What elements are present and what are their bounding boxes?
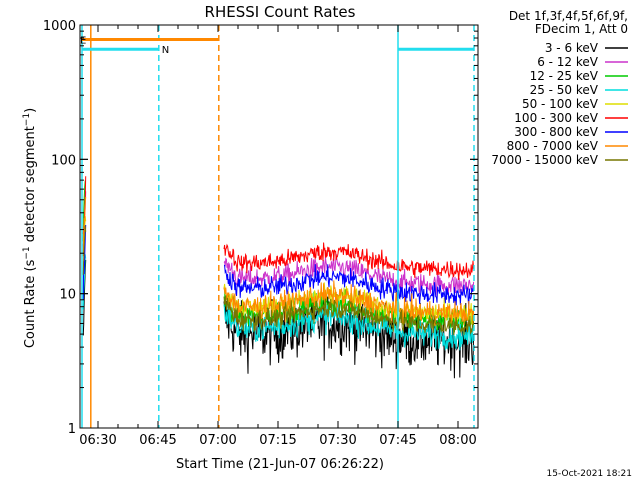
- footer-timestamp: 15-Oct-2021 18:21: [547, 469, 632, 479]
- x-tick-label-6: 08:00: [439, 433, 476, 448]
- series-early-7: [82, 196, 87, 257]
- legend-header-line-2: FDecim 1, Att 0: [535, 22, 628, 36]
- x-tick-label-0: 06:30: [79, 433, 116, 448]
- legend-entry-3: 25 - 50 keV: [530, 83, 599, 97]
- legend-entry-2: 12 - 25 keV: [530, 69, 599, 83]
- x-axis-label: Start Time (21-Jun-07 06:26:22): [176, 457, 384, 472]
- state-bar-label-1: N: [162, 45, 169, 56]
- legend-entry-8: 7000 - 15000 keV: [491, 153, 598, 167]
- series-line-6: [224, 264, 475, 307]
- series-line-7: [223, 280, 475, 327]
- legend-entry-0: 3 - 6 keV: [545, 41, 599, 55]
- series-line-3: [223, 297, 475, 352]
- x-tick-label-4: 07:30: [319, 433, 356, 448]
- attenuator-overlay: EN: [80, 25, 475, 428]
- x-tick-label-3: 07:15: [259, 433, 296, 448]
- state-bar-label-0: E: [80, 35, 86, 46]
- y-tick-label-3: 1000: [43, 19, 76, 34]
- x-tick-label-1: 06:45: [139, 433, 176, 448]
- legend-entry-1: 6 - 12 keV: [537, 55, 599, 69]
- axes: 06:30 06:45 07:00 07:15 07:30 07:45 08:00 1 10 10…: [43, 19, 479, 448]
- x-tick-label-2: 07:00: [199, 433, 236, 448]
- x-tick-label-5: 07:45: [379, 433, 416, 448]
- series-line-8: [223, 295, 475, 336]
- chart-title: RHESSI Count Rates: [205, 3, 356, 21]
- legend-entry-7: 800 - 7000 keV: [507, 139, 599, 153]
- legend-header-line-1: Det 1f,3f,4f,5f,6f,9f,: [509, 9, 628, 23]
- series-layer: [82, 176, 475, 379]
- y-axis-label: Count Rate (s−1 detector segment−1): [22, 108, 38, 348]
- legend-entry-4: 50 - 100 keV: [522, 97, 599, 111]
- legend: Det 1f,3f,4f,5f,6f,9f, FDecim 1, Att 0 3…: [491, 9, 628, 167]
- series-line-1: [223, 253, 475, 298]
- y-tick-label-0: 1: [68, 422, 76, 437]
- legend-entry-5: 100 - 300 keV: [514, 111, 598, 125]
- y-tick-label-2: 100: [51, 153, 76, 168]
- series-line-5: [223, 242, 475, 281]
- series-early-8: [82, 225, 87, 275]
- y-tick-label-1: 10: [59, 288, 76, 303]
- plot-frame: [79, 24, 479, 429]
- legend-entry-6: 300 - 800 keV: [514, 125, 598, 139]
